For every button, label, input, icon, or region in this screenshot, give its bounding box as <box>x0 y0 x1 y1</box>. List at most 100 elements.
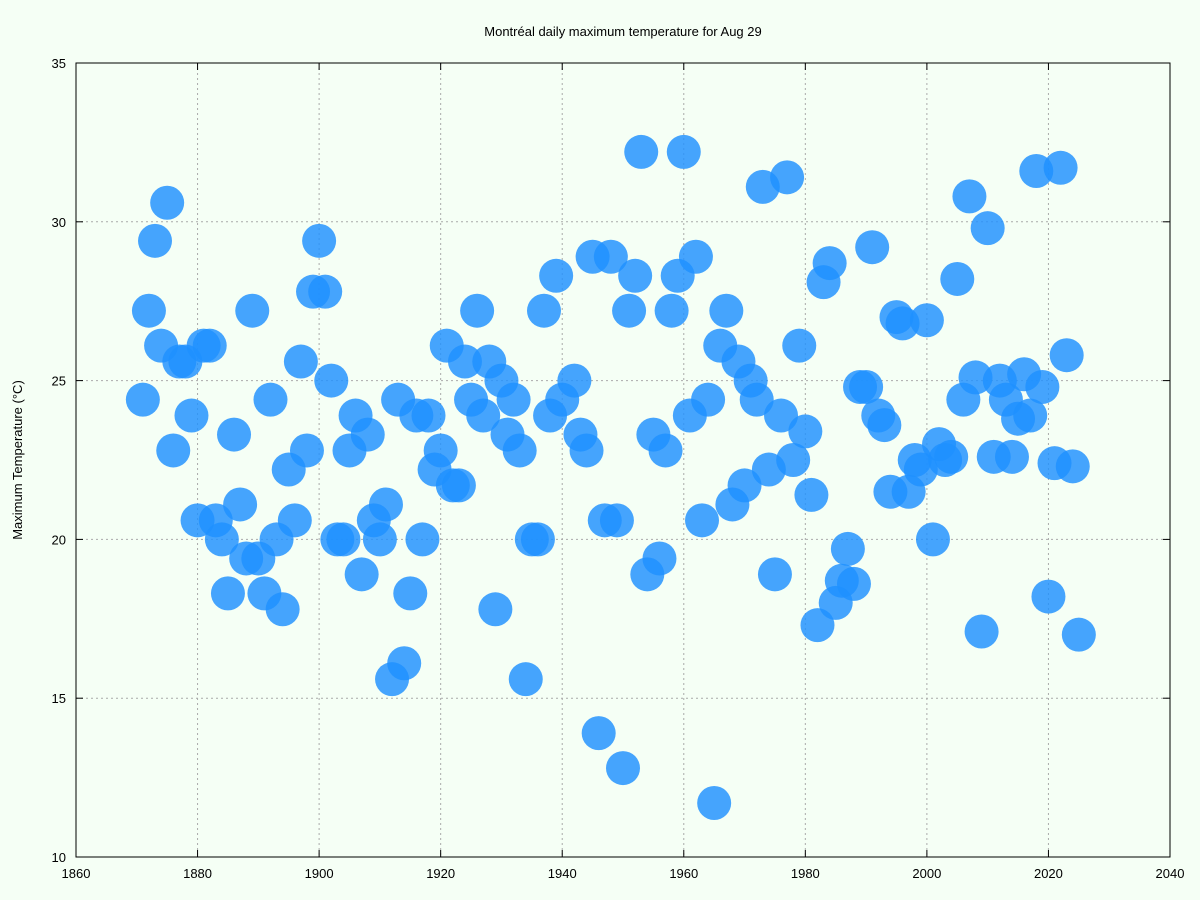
data-point <box>411 398 446 433</box>
data-point <box>253 382 288 417</box>
data-point <box>618 258 653 293</box>
data-point <box>849 369 884 404</box>
x-tick-label: 2040 <box>1156 866 1185 881</box>
plot-frame <box>75 62 1171 858</box>
data-point <box>1061 617 1096 652</box>
axis-ticks: 1860 1880 1900 1920 1940 1960 1980 2000 2020 2040… <box>52 56 1185 881</box>
data-point <box>502 433 537 468</box>
data-point <box>460 293 495 328</box>
x-tick-label: 2000 <box>912 866 941 881</box>
y-tick-label: 30 <box>52 215 66 230</box>
data-point <box>691 382 726 417</box>
x-tick-label: 1920 <box>426 866 455 881</box>
x-tick-label: 1900 <box>305 866 334 881</box>
x-tick-label: 1960 <box>669 866 698 881</box>
data-point <box>156 433 191 468</box>
data-point <box>405 522 440 557</box>
data-point <box>1055 449 1090 484</box>
data-point <box>526 293 561 328</box>
data-point <box>764 398 799 433</box>
chart-title: Montréal daily maximum temperature for A… <box>484 24 761 39</box>
y-tick-label: 20 <box>52 532 66 547</box>
data-point <box>581 716 616 751</box>
data-point <box>739 382 774 417</box>
data-point <box>593 239 628 274</box>
data-point <box>423 433 458 468</box>
data-point <box>794 477 829 512</box>
data-point <box>776 443 811 477</box>
data-point <box>289 433 324 468</box>
data-point <box>350 417 385 452</box>
data-point <box>867 408 902 443</box>
data-point <box>1025 369 1060 404</box>
data-point <box>368 487 403 522</box>
data-point <box>393 576 428 611</box>
data-point <box>314 363 349 398</box>
data-point <box>217 417 252 452</box>
x-tick-label: 1860 <box>62 866 91 881</box>
data-point <box>138 223 173 258</box>
data-point <box>782 328 817 363</box>
data-point <box>192 328 227 363</box>
data-point <box>830 531 865 566</box>
y-tick-label: 15 <box>52 691 66 706</box>
x-tick-label: 2020 <box>1034 866 1063 881</box>
data-point <box>174 398 209 433</box>
data-point <box>612 293 647 328</box>
data-point <box>539 258 574 293</box>
data-point <box>478 592 513 627</box>
data-point <box>265 592 300 627</box>
data-point <box>508 662 543 697</box>
y-tick-label: 10 <box>52 850 66 865</box>
data-point <box>757 557 792 592</box>
data-point <box>770 160 805 195</box>
data-point <box>362 522 397 557</box>
data-point <box>606 751 640 786</box>
data-point <box>125 382 160 417</box>
data-point <box>150 185 185 220</box>
data-point <box>940 261 975 296</box>
data-point <box>934 439 969 474</box>
data-point <box>599 503 634 538</box>
data-point <box>642 541 677 576</box>
data-point <box>308 274 343 309</box>
x-tick-label: 1880 <box>183 866 212 881</box>
data-point <box>666 134 701 169</box>
data-point <box>970 211 1005 246</box>
x-tick-label: 1940 <box>548 866 577 881</box>
data-point <box>235 293 270 328</box>
data-point <box>1043 150 1078 185</box>
data-point <box>520 522 555 557</box>
data-point <box>678 239 713 274</box>
data-point <box>915 522 950 557</box>
data-point <box>1013 398 1048 433</box>
data-point <box>131 293 166 328</box>
data-point <box>654 293 689 328</box>
y-tick-label: 35 <box>52 56 66 71</box>
data-point <box>210 576 245 611</box>
data-point <box>648 433 683 468</box>
y-axis-label: Maximum Temperature (°C) <box>10 380 25 540</box>
y-tick-label: 25 <box>52 374 66 389</box>
data-point <box>496 382 531 417</box>
data-point <box>557 363 592 398</box>
data-point <box>788 414 823 449</box>
data-point <box>447 344 482 379</box>
x-tick-label: 1980 <box>791 866 820 881</box>
data-point <box>727 468 762 503</box>
data-point <box>344 557 379 592</box>
grid-lines <box>76 63 1170 857</box>
data-points <box>125 134 1096 821</box>
data-point <box>277 503 312 538</box>
data-point <box>466 398 501 433</box>
data-point <box>1049 338 1084 373</box>
data-point <box>387 646 422 681</box>
data-point <box>697 786 732 821</box>
data-point <box>569 433 604 468</box>
data-point <box>441 468 476 503</box>
data-point <box>302 223 337 258</box>
data-point <box>204 522 239 557</box>
data-point <box>994 439 1029 474</box>
data-point <box>952 179 987 214</box>
